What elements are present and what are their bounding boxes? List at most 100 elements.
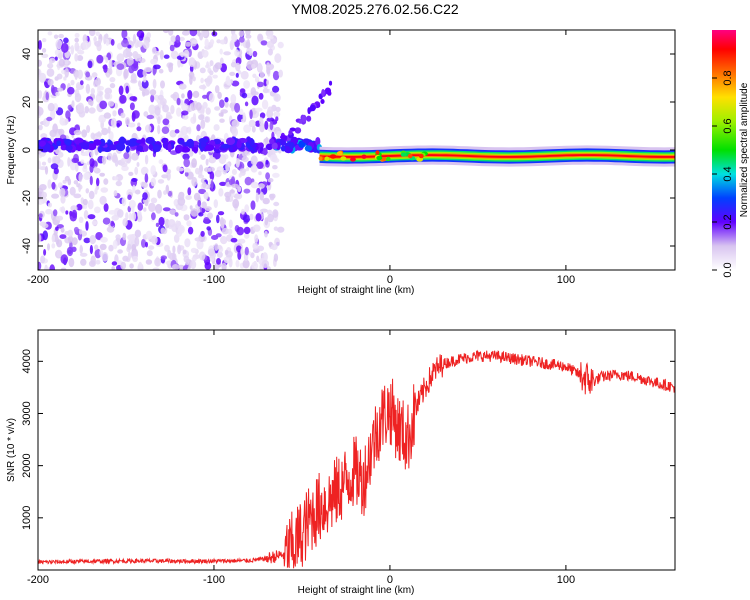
noise-blob (44, 165, 49, 175)
colorbar-tick-label: 0.0 (722, 262, 734, 277)
noise-blob (243, 188, 251, 194)
noise-blob (227, 78, 231, 86)
noise-blob (254, 234, 259, 243)
noise-blob (103, 203, 109, 212)
noise-blob (84, 150, 90, 157)
noise-blob (136, 126, 142, 132)
noise-blob (176, 97, 181, 106)
noise-blob (153, 94, 160, 101)
noise-blob (51, 181, 56, 190)
noise-blob (47, 179, 52, 189)
noise-blob (88, 107, 96, 114)
noise-blob (53, 156, 61, 165)
noise-blob (255, 213, 262, 222)
noise-blob (118, 85, 124, 96)
noise-blob (128, 171, 134, 176)
y-tick-label: 2000 (21, 453, 33, 477)
snr-series-line (38, 349, 675, 569)
noise-blob (134, 53, 142, 62)
noise-blob (258, 183, 265, 189)
noise-blob (89, 158, 95, 167)
noise-blob (230, 94, 237, 104)
noise-blob (213, 124, 220, 131)
noise-blob (79, 244, 83, 254)
noise-blob (192, 90, 200, 98)
noise-blob (83, 210, 89, 220)
noise-blob (118, 174, 124, 181)
noise-blob (140, 166, 149, 176)
noise-blob (231, 33, 238, 42)
noise-blob (219, 99, 225, 108)
noise-blob (44, 266, 50, 270)
noise-blob (73, 129, 82, 136)
noise-blob (134, 229, 142, 238)
noise-blob (214, 170, 222, 178)
noise-blob (131, 178, 138, 182)
noise-blob (200, 77, 204, 84)
noise-blob (131, 212, 137, 221)
line-blob (148, 144, 154, 150)
noise-blob (115, 180, 123, 187)
noise-blob (120, 261, 127, 270)
noise-blob (174, 129, 180, 134)
noise-blob (148, 202, 156, 212)
noise-blob (170, 50, 179, 60)
noise-blob (208, 92, 215, 103)
noise-blob (47, 157, 52, 164)
line-blob (102, 147, 112, 153)
noise-blob (47, 102, 55, 112)
noise-blob (177, 58, 181, 68)
noise-blob (197, 30, 201, 37)
noise-blob (164, 244, 170, 252)
noise-blob (203, 191, 209, 200)
noise-blob (42, 38, 47, 43)
chirp-blob (306, 115, 312, 122)
noise-blob (131, 152, 139, 161)
noise-blob (241, 92, 248, 99)
noise-blob (187, 126, 192, 135)
noise-blob (160, 80, 165, 89)
noise-blob (90, 255, 96, 265)
noise-blob (168, 30, 174, 36)
snr-ticks: -200 -100 0 100 1000 2000 3000 4000 (21, 330, 675, 586)
noise-blob (40, 255, 46, 264)
noise-blob (94, 244, 99, 251)
noise-blob (99, 91, 104, 96)
noise-blob (143, 111, 149, 117)
noise-blob (159, 98, 167, 106)
noise-blob (145, 241, 148, 248)
noise-blob (264, 120, 269, 130)
noise-blob (116, 63, 125, 70)
noise-blob (214, 106, 221, 111)
noise-blob (272, 172, 280, 178)
noise-blob (55, 39, 63, 50)
noise-blob (74, 41, 80, 52)
strong-line-blob (376, 155, 383, 161)
noise-blob (38, 160, 42, 170)
y-tick-label: -20 (21, 190, 33, 206)
noise-blob (128, 199, 136, 209)
noise-blob (89, 175, 93, 186)
noise-blob (270, 154, 278, 163)
noise-blob (224, 249, 229, 255)
noise-blob (238, 36, 245, 43)
noise-blob (71, 209, 78, 219)
noise-blob (144, 173, 149, 184)
noise-blob (71, 237, 78, 246)
noise-blob (217, 91, 222, 99)
noise-blob (51, 234, 55, 243)
noise-blob (160, 227, 166, 234)
colorbar-label: Normalized spectral amplitude (739, 82, 750, 217)
noise-blob (42, 230, 48, 241)
noise-blob (238, 30, 245, 37)
noise-blob (85, 83, 91, 94)
noise-blob (51, 243, 56, 249)
noise-blob (55, 91, 60, 97)
noise-blob (185, 258, 190, 266)
noise-blob (144, 154, 149, 165)
chirp-blob (309, 104, 316, 112)
noise-blob (162, 164, 168, 173)
noise-blob (167, 249, 172, 259)
noise-blob (126, 57, 134, 67)
